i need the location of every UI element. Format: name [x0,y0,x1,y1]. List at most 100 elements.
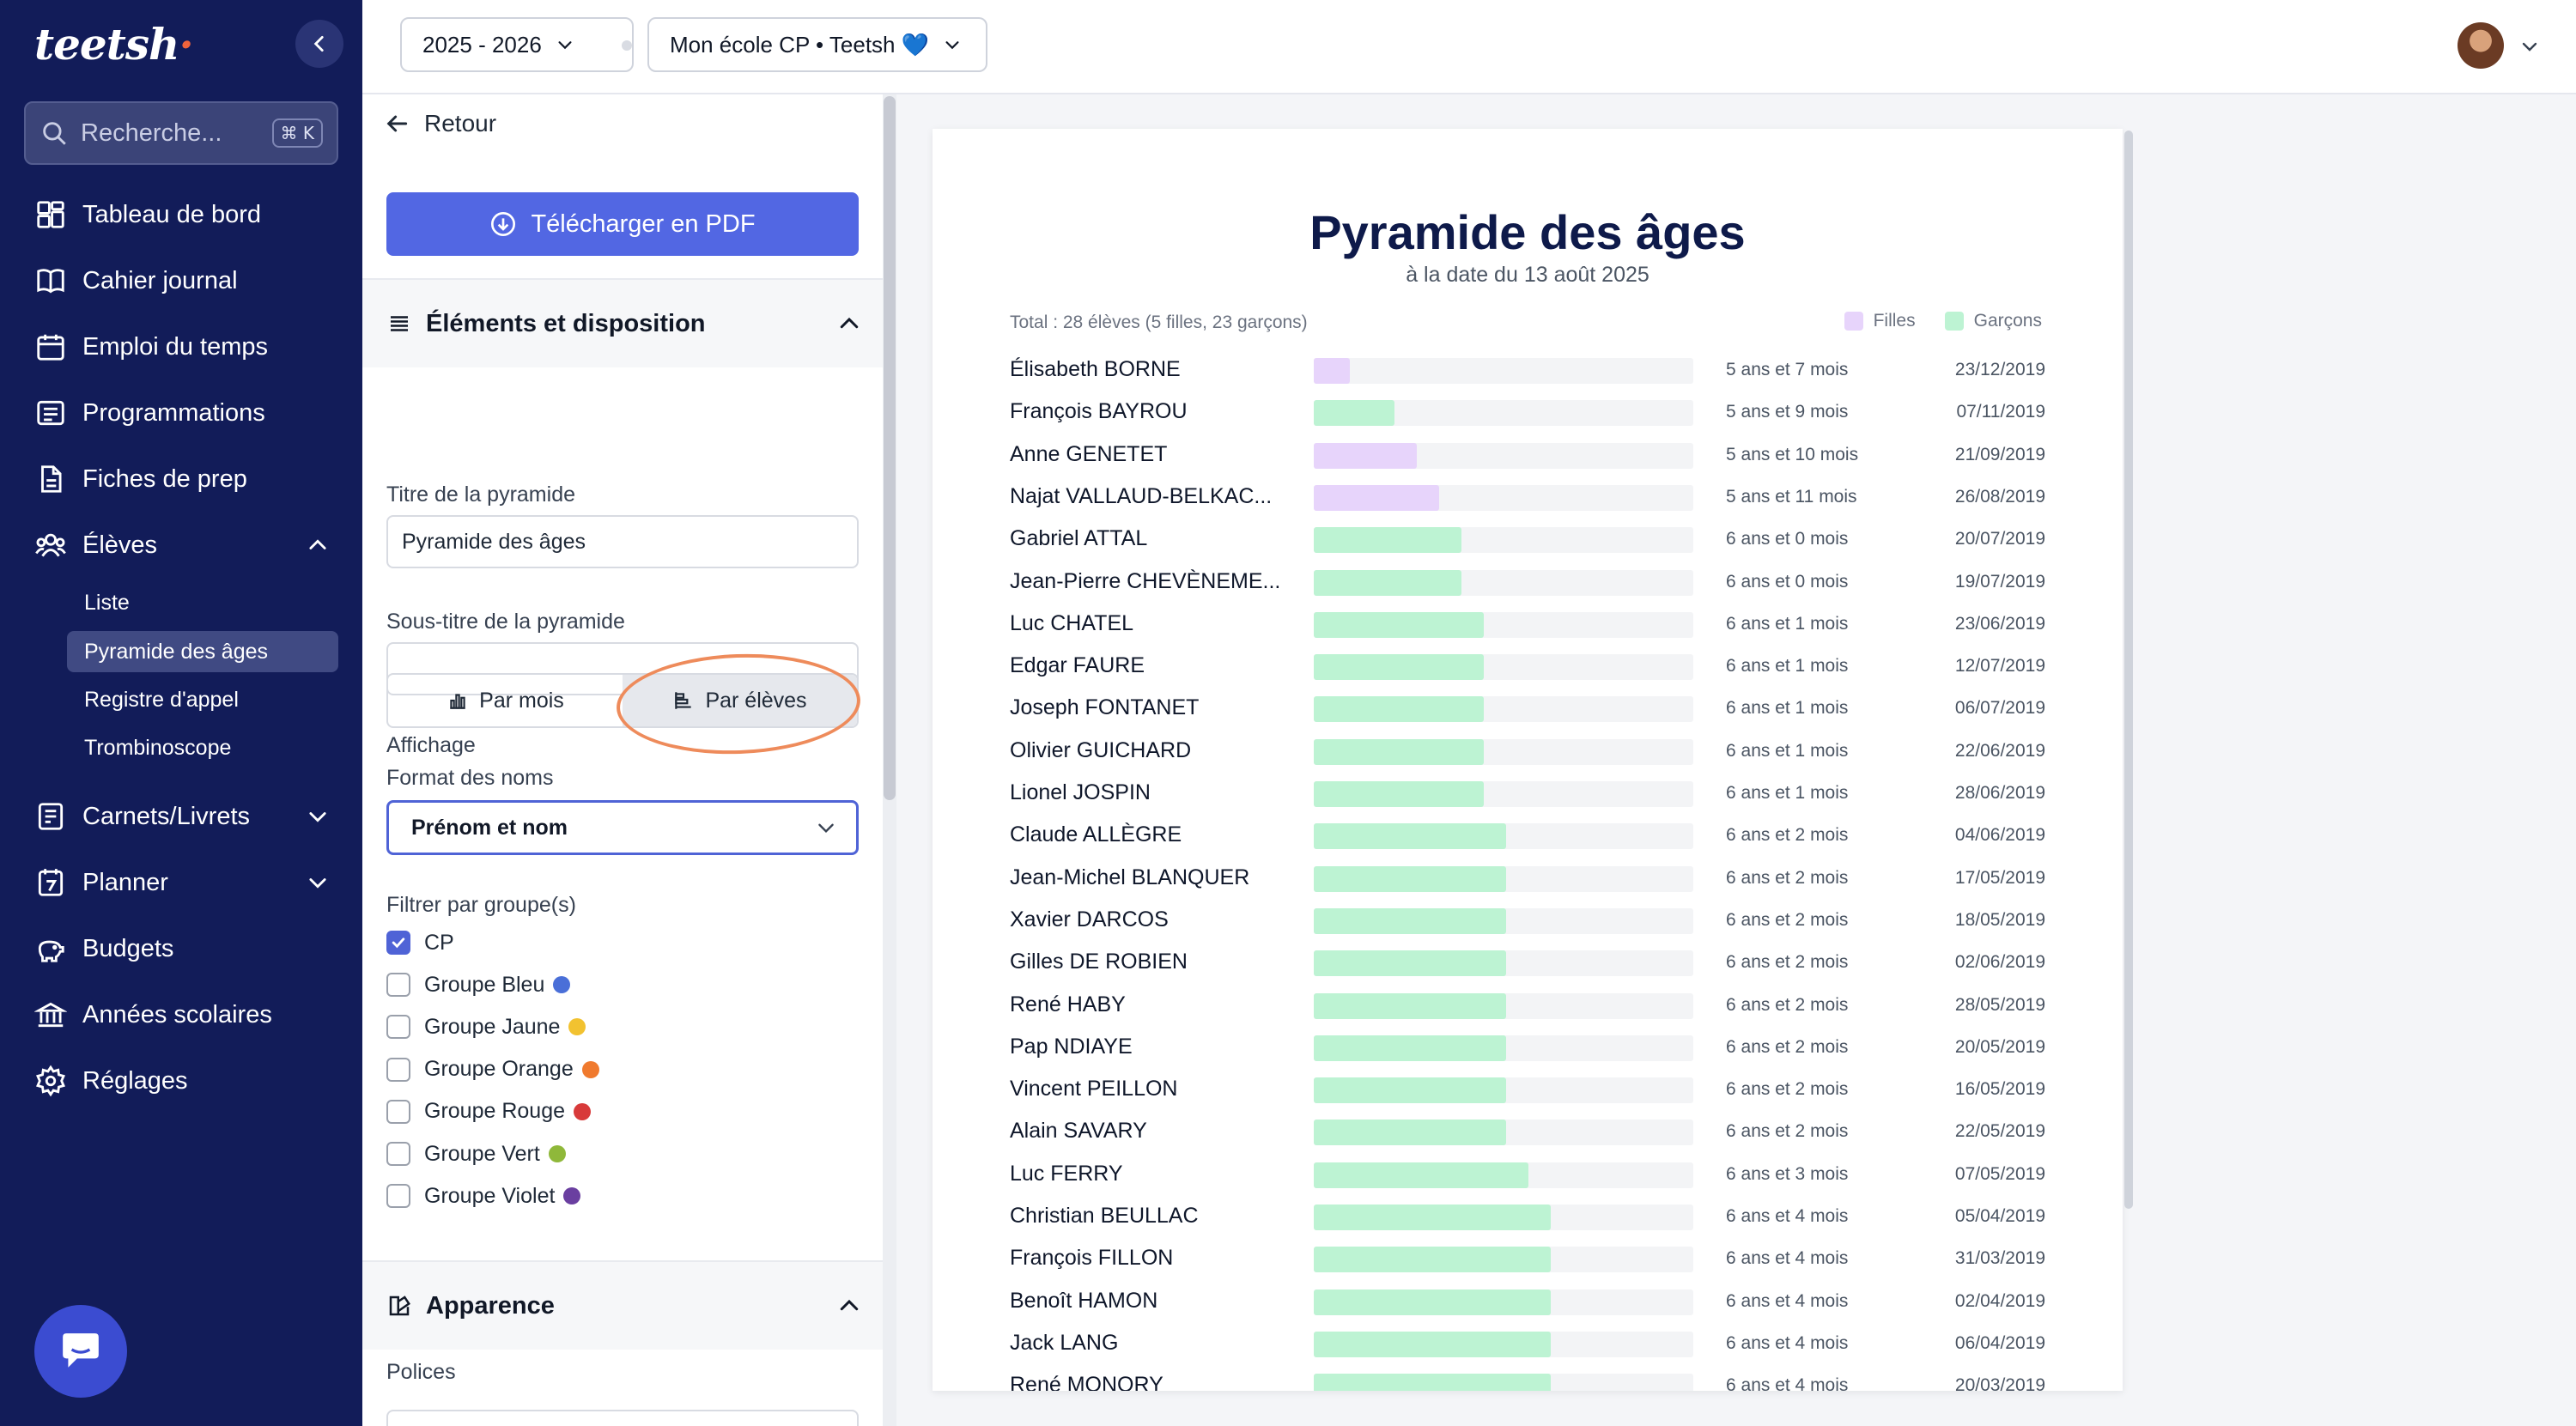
group-filter-option[interactable]: Groupe Jaune [386,1011,586,1042]
title-input[interactable] [386,515,859,568]
student-age: 6 ans et 0 mois [1726,529,1849,549]
group-filter-option[interactable]: Groupe Violet [386,1180,581,1211]
nav-emploi-du-temps[interactable]: Emploi du temps [34,322,335,372]
student-birthdate: 04/06/2019 [1954,825,2045,846]
student-birthdate: 02/04/2019 [1954,1290,2045,1311]
student-row: Lionel JOSPIN 6 ans et 1 mois 28/06/2019 [1010,774,2045,815]
student-age: 6 ans et 2 mois [1726,1121,1849,1142]
school-class-select[interactable]: Mon école CP • Teetsh 💙 [647,17,987,72]
student-birthdate: 18/05/2019 [1954,909,2045,930]
chat-support-button[interactable] [34,1305,127,1398]
group-checkbox[interactable] [386,1099,410,1124]
separator-dot [622,40,632,51]
student-name: Luc CHATEL [1010,610,1134,635]
chevron-down-icon[interactable] [2519,36,2540,57]
nav-fiches-de-prep[interactable]: Fiches de prep [34,454,335,504]
section-title: Apparence [426,1291,555,1320]
chevron-up-icon [840,317,859,329]
age-bar [1314,569,1461,596]
check-icon [392,938,405,949]
age-bar-track [1314,1289,1693,1315]
age-bar-track [1314,1035,1693,1061]
download-pdf-button[interactable]: Télécharger en PDF [386,192,859,256]
age-bar-track [1314,907,1693,934]
sub-nav-trombinoscope[interactable]: Trombinoscope [84,735,232,760]
age-bar-track [1314,696,1693,723]
collapse-sidebar-button[interactable] [295,20,343,68]
settings-panel: Retour Télécharger en PDF Éléments et di… [362,94,883,1426]
group-filter-option[interactable]: Groupe Bleu [386,969,571,1000]
student-age: 6 ans et 4 mois [1726,1248,1849,1269]
fonts-label: Polices [386,1360,456,1384]
document-title: Pyramide des âges [1309,205,1746,259]
student-birthdate: 23/06/2019 [1954,613,2045,634]
sub-nav-registre-d-appel[interactable]: Registre d'appel [84,687,239,712]
teetsh-logo[interactable]: teetsh· [34,19,194,70]
chat-icon [63,1333,99,1368]
nav-planner[interactable]: Planner [34,858,335,907]
student-name: René MONORY [1010,1373,1163,1391]
display-by-student-option[interactable]: Par élèves [623,675,857,726]
section-apparence[interactable]: Apparence [362,1260,883,1350]
display-by-month-option[interactable]: Par mois [388,675,623,726]
planner-icon [38,869,64,896]
nav-carnets-livrets[interactable]: Carnets/Livrets [34,792,335,841]
age-bar-track [1314,865,1693,892]
age-bar [1314,992,1506,1019]
student-name: Najat VALLAUD-BELKAC... [1010,483,1273,508]
group-checkbox[interactable] [386,1142,410,1166]
age-bar [1314,865,1506,892]
sub-nav-pyramide-des-ages[interactable]: Pyramide des âges [67,631,338,672]
user-avatar[interactable] [2458,22,2504,69]
nav-eleves[interactable]: Élèves [34,520,335,570]
nav-budgets[interactable]: Budgets [34,924,335,974]
nav-reglages[interactable]: Réglages [34,1056,335,1106]
nav-annees-scolaires[interactable]: Années scolaires [34,990,335,1040]
student-birthdate: 21/09/2019 [1954,444,2045,464]
palette-icon [389,1296,410,1316]
sidebar: teetsh· Recherche... ⌘ K Tableau de bord… [0,0,362,1426]
student-name: Gilles DE ROBIEN [1010,950,1188,974]
search-bar[interactable]: Recherche... ⌘ K [24,101,338,165]
group-checkbox[interactable] [386,1184,410,1209]
name-format-select[interactable]: Prénom et nom [386,800,859,855]
group-checkbox[interactable] [386,973,410,998]
student-birthdate: 31/03/2019 [1954,1248,2045,1269]
group-checkbox[interactable] [386,1015,410,1040]
display-option-label: Par élèves [705,688,807,713]
nav-label: Carnets/Livrets [82,802,251,830]
group-checkbox[interactable] [386,1057,410,1082]
back-link[interactable]: Retour [383,110,496,137]
student-name: François FILLON [1010,1246,1174,1271]
student-birthdate: 07/11/2019 [1956,402,2045,422]
sub-nav-liste[interactable]: Liste [84,590,130,615]
nav-programmations[interactable]: Programmations [34,388,335,438]
legend-item-girls: Filles [1844,311,1916,331]
group-filter-option[interactable]: Groupe Orange [386,1054,599,1085]
group-filter-option[interactable]: Groupe Vert [386,1138,566,1169]
age-bar-track [1314,1331,1693,1357]
panel-scrollbar-thumb[interactable] [884,96,896,800]
student-name: René HABY [1010,992,1126,1016]
student-birthdate: 07/05/2019 [1954,1163,2045,1184]
nav-tableau-de-bord[interactable]: Tableau de bord [34,190,335,240]
age-bar [1314,1120,1506,1146]
horizontal-bars-icon [675,692,692,709]
group-filter-option[interactable]: CP [386,927,454,958]
age-bar [1314,442,1417,469]
preview-scrollbar-thumb[interactable] [2124,130,2133,1209]
student-birthdate: 20/03/2019 [1954,1375,2045,1391]
chevron-down-icon [945,41,959,50]
section-elements-disposition[interactable]: Éléments et disposition [362,278,883,367]
group-label: Groupe Bleu [424,972,545,997]
group-checkbox[interactable] [386,931,410,955]
group-filter-option[interactable]: Groupe Rouge [386,1096,592,1127]
nav-cahier-journal[interactable]: Cahier journal [34,256,335,306]
student-name: Jean-Pierre CHEVÈNEME... [1010,568,1281,593]
chevron-up-icon [840,1299,859,1311]
fonts-select[interactable] [386,1410,859,1426]
student-age: 6 ans et 4 mois [1726,1375,1849,1391]
list-icon [37,400,64,426]
student-birthdate: 05/04/2019 [1954,1206,2045,1226]
school-year-select[interactable]: 2025 - 2026 [400,17,634,72]
